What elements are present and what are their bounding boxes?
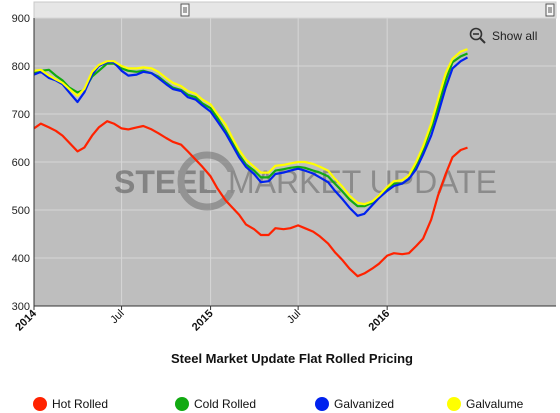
y-tick-label: 500	[12, 205, 30, 217]
y-tick-label: 600	[12, 157, 30, 169]
drag-handle-icon[interactable]	[545, 3, 555, 17]
legend-marker	[447, 397, 461, 411]
y-tick-label: 700	[12, 109, 30, 121]
y-tick-label: 900	[12, 13, 30, 25]
show-all-button[interactable]: Show all	[469, 27, 538, 44]
legend-label: Galvanized	[334, 397, 394, 411]
drag-handle-icon[interactable]	[180, 3, 190, 17]
x-tick-label: Jul	[285, 308, 303, 326]
y-tick-label: 300	[12, 301, 30, 313]
show-all-label[interactable]: Show all	[492, 29, 537, 43]
legend-marker	[33, 397, 47, 411]
y-tick-label: 400	[12, 253, 30, 265]
series-line-galvalume	[33, 48, 468, 206]
series-line-cold-rolled	[33, 52, 468, 208]
chart-title: Steel Market Update Flat Rolled Pricing	[171, 351, 413, 366]
x-tick-label: Jul	[108, 308, 126, 326]
legend-marker	[315, 397, 329, 411]
legend-label: Hot Rolled	[52, 397, 108, 411]
navigator-bar[interactable]	[33, 1, 557, 19]
watermark-light: MARKET UPDATE	[228, 164, 497, 200]
x-tick-label: 2016	[366, 308, 392, 334]
legend: Hot Rolled Cold Rolled Galvanized Galvalume	[33, 397, 524, 411]
legend-item-cold-rolled: Cold Rolled	[175, 397, 256, 411]
series-layer	[33, 48, 469, 278]
zoom-out-icon[interactable]	[469, 27, 486, 44]
legend-item-hot-rolled: Hot Rolled	[33, 397, 108, 411]
legend-item-galvanized: Galvanized	[315, 397, 394, 411]
legend-label: Galvalume	[466, 397, 524, 411]
y-tick-label: 800	[12, 61, 30, 73]
watermark-bold: STEEL	[114, 164, 217, 200]
legend-label: Cold Rolled	[194, 397, 256, 411]
x-tick-label: 2015	[190, 308, 216, 334]
series-line-hot-rolled	[33, 120, 468, 278]
legend-item-galvalume: Galvalume	[447, 397, 524, 411]
legend-marker	[175, 397, 189, 411]
